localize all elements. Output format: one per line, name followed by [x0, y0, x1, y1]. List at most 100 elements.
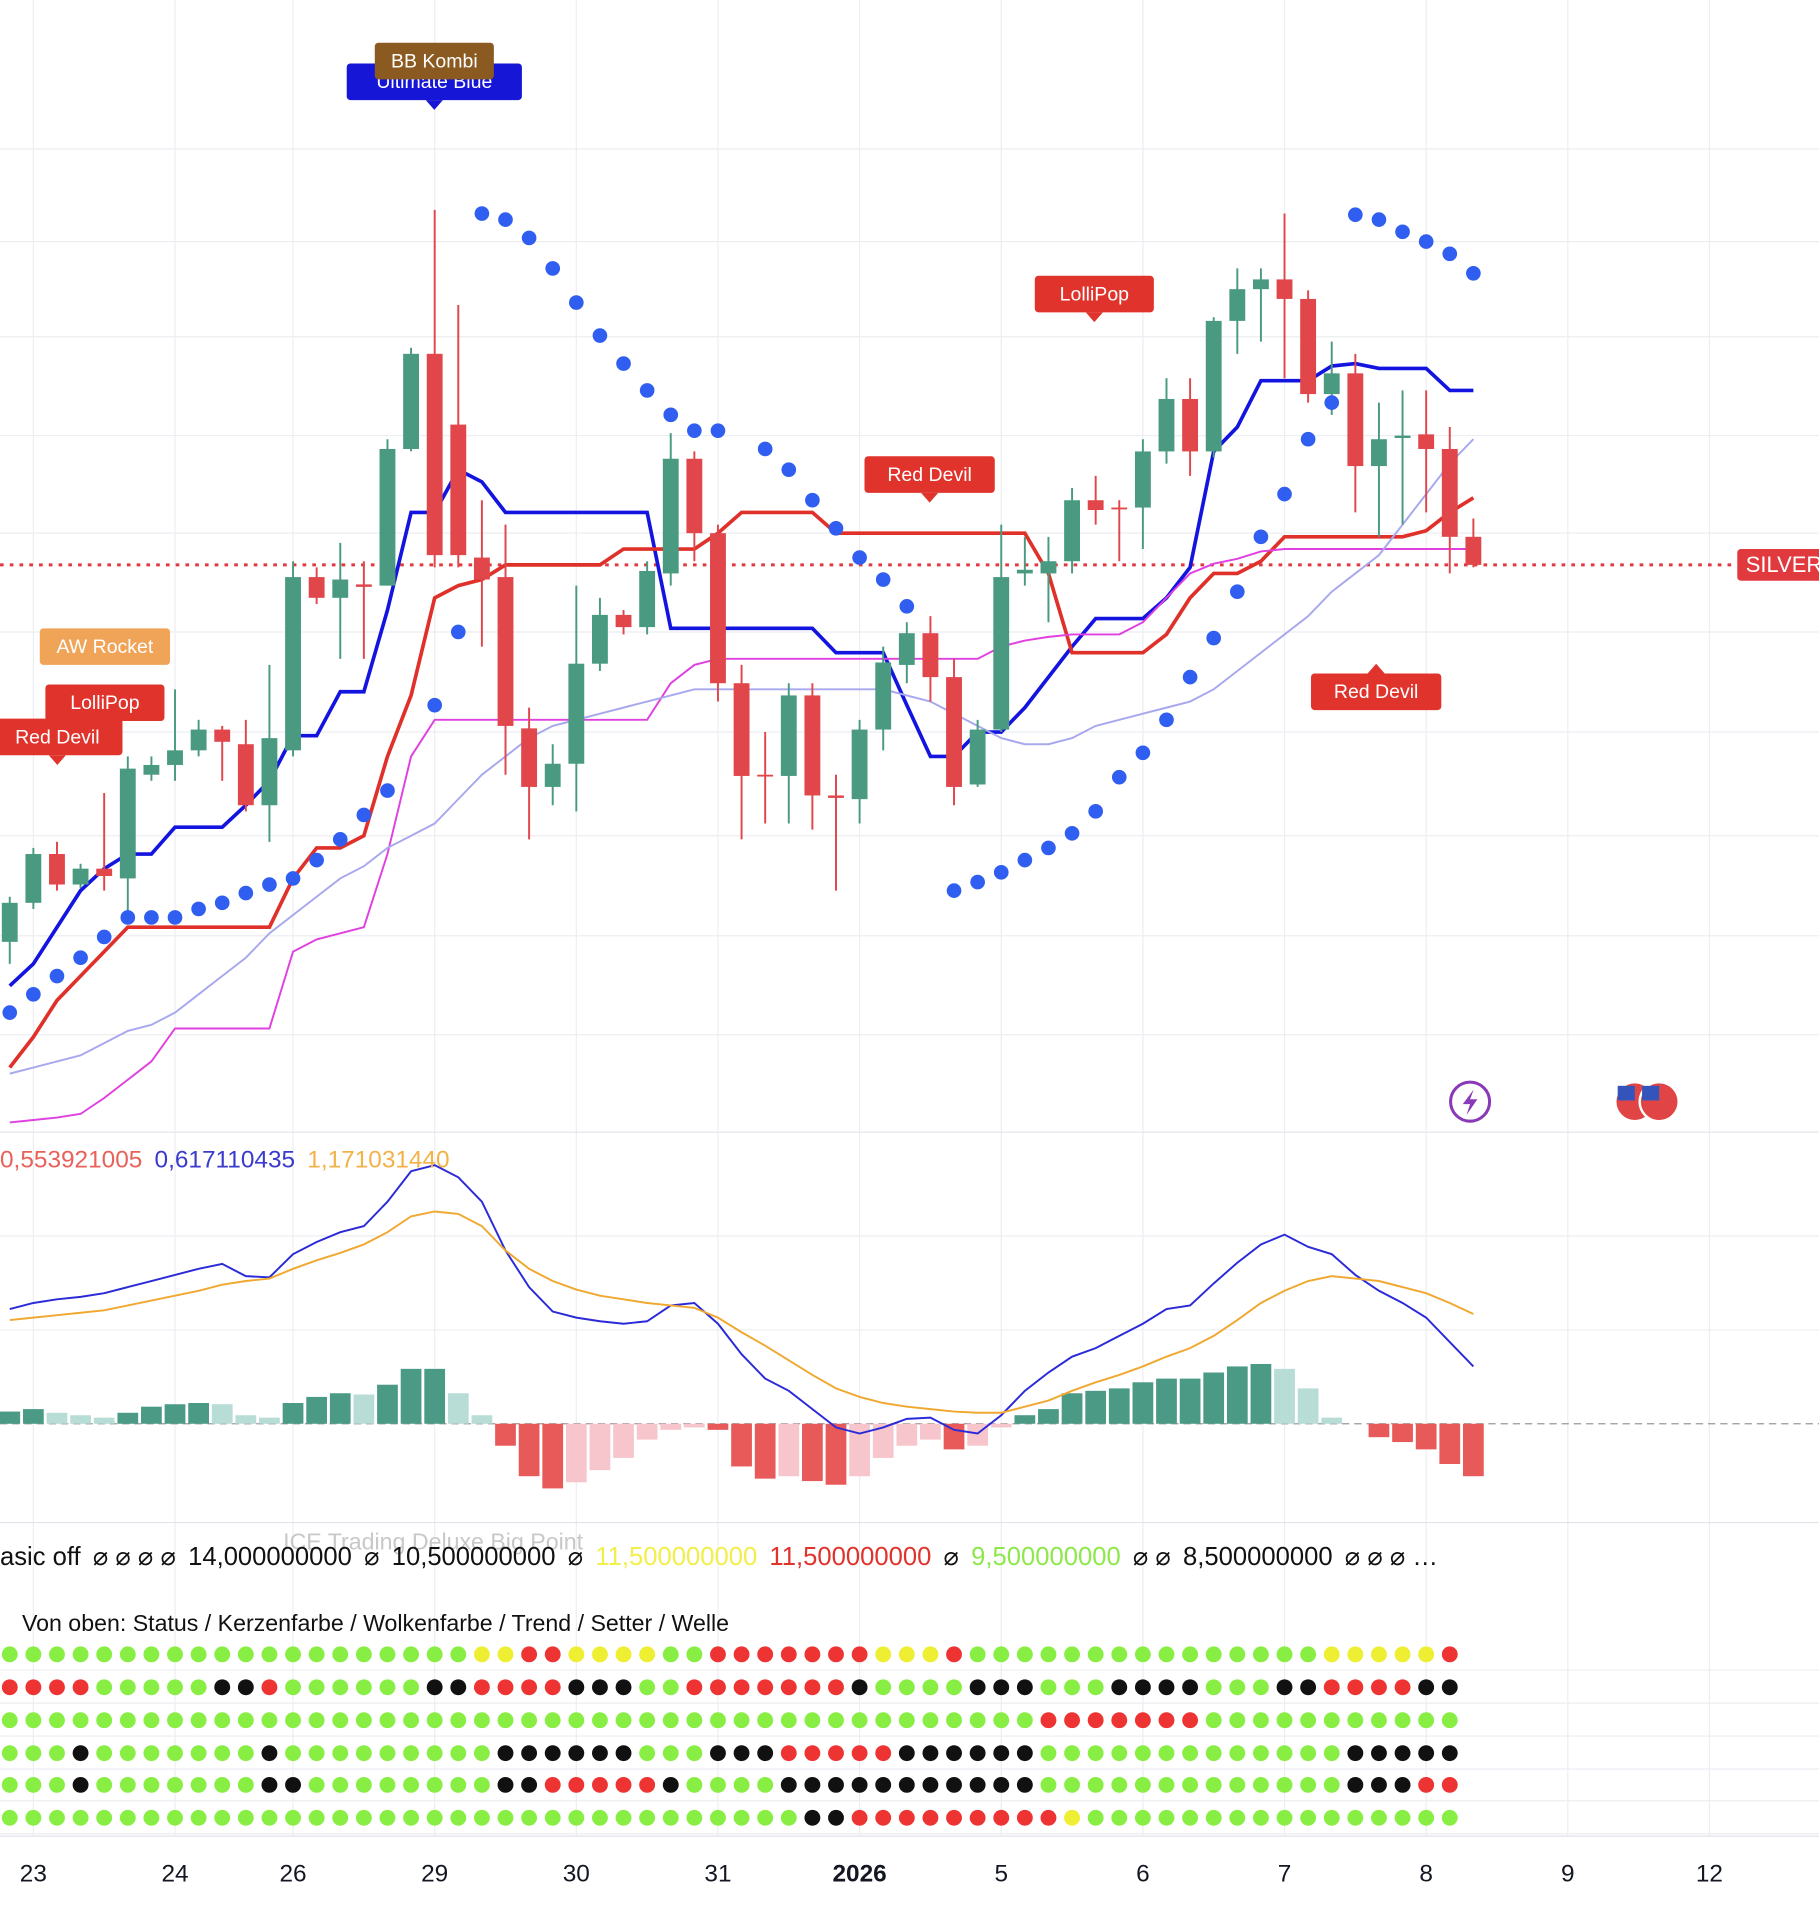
status-dot	[237, 1679, 254, 1696]
status-dot	[1252, 1646, 1269, 1663]
status-dot	[332, 1646, 349, 1663]
status-dot	[1087, 1712, 1104, 1729]
status-dot	[1040, 1745, 1057, 1762]
histogram-bar	[447, 1393, 469, 1424]
candle-body	[1182, 398, 1199, 452]
status-dot	[946, 1745, 962, 1762]
sar-dot	[970, 874, 985, 890]
status-dot	[1394, 1776, 1411, 1793]
status-dot	[568, 1646, 585, 1663]
histogram-bar	[518, 1423, 540, 1477]
status-dot	[898, 1712, 915, 1729]
status-dot	[1323, 1712, 1340, 1729]
status-dot	[190, 1809, 207, 1826]
annotation-pointer	[425, 100, 443, 110]
status-dot	[332, 1679, 349, 1696]
candle-body	[308, 577, 325, 598]
status-dot	[1016, 1646, 1033, 1663]
candle-body	[143, 764, 160, 775]
status-dot	[1229, 1776, 1246, 1793]
histogram-bar	[542, 1423, 564, 1489]
histogram-bar	[990, 1423, 1012, 1428]
status-dot	[49, 1712, 65, 1729]
status-dot	[686, 1646, 703, 1663]
status-dot	[190, 1712, 207, 1729]
status-dot	[261, 1679, 278, 1696]
status-dot	[49, 1776, 65, 1793]
annotation-box	[1034, 275, 1154, 313]
candle-body	[1394, 435, 1411, 439]
status-dot	[1134, 1745, 1151, 1762]
status-dot	[96, 1809, 113, 1826]
sar-dot	[1324, 395, 1340, 410]
status-dot	[1441, 1646, 1458, 1663]
status-dot	[450, 1776, 467, 1793]
status-dot	[119, 1679, 136, 1696]
status-dot	[1229, 1679, 1246, 1696]
candle-body	[1252, 279, 1269, 290]
status-dot	[49, 1809, 65, 1826]
status-dot	[450, 1712, 467, 1729]
status-dot	[1252, 1776, 1269, 1793]
status-dot	[1252, 1745, 1269, 1762]
status-dot	[1016, 1745, 1033, 1762]
histogram-bar	[1203, 1372, 1225, 1424]
status-dot	[780, 1809, 797, 1826]
status-dot	[96, 1776, 113, 1793]
status-dot	[237, 1745, 254, 1762]
status-dot	[1418, 1809, 1435, 1826]
indicator-title: ICE Trading Deluxe Big Point	[283, 1528, 583, 1554]
status-dot	[355, 1745, 372, 1762]
annotation-label: LolliPop	[1060, 283, 1130, 305]
status-dot	[332, 1712, 349, 1729]
candle-body	[119, 768, 136, 879]
status-dot	[757, 1679, 774, 1696]
histogram-bar	[400, 1368, 422, 1424]
annotation-box	[1310, 673, 1442, 711]
histogram-bar	[565, 1423, 587, 1483]
status-dot	[308, 1776, 325, 1793]
indicator-line	[8, 496, 1475, 1069]
candle-body	[851, 729, 868, 800]
status-dot	[167, 1776, 183, 1793]
status-item: 14,000000000	[188, 1543, 352, 1571]
sar-dot	[757, 441, 773, 457]
grid	[0, 0, 1819, 1837]
status-dot	[355, 1712, 372, 1729]
status-dot	[261, 1646, 278, 1663]
status-dot	[1252, 1712, 1269, 1729]
status-dot	[615, 1776, 632, 1793]
status-dot	[308, 1679, 325, 1696]
status-dot	[1158, 1646, 1175, 1663]
status-dot	[1134, 1712, 1151, 1729]
status-dot	[450, 1809, 467, 1826]
sar-dot	[2, 1005, 18, 1020]
histogram-bar	[660, 1423, 682, 1430]
status-dot	[969, 1646, 986, 1663]
status-dot	[1347, 1745, 1364, 1762]
status-dot	[1394, 1679, 1411, 1696]
status-dot	[1205, 1646, 1222, 1663]
annotation-label: BB Kombi	[391, 50, 478, 72]
macd-legend-value: 0,617110435	[155, 1147, 296, 1174]
histogram-bar	[1415, 1423, 1437, 1450]
annotation-box	[0, 718, 123, 756]
histogram-bar	[1061, 1393, 1083, 1424]
candle-body	[167, 750, 183, 765]
status-dot	[119, 1776, 136, 1793]
status-dot	[922, 1679, 939, 1696]
sar-dot	[521, 230, 537, 246]
x-tick-label: 8	[1419, 1861, 1433, 1888]
status-dot	[946, 1679, 962, 1696]
status-dot	[1418, 1712, 1435, 1729]
sar-dot	[1371, 212, 1387, 227]
status-dot	[285, 1679, 301, 1696]
status-dot	[993, 1776, 1010, 1793]
status-dot	[355, 1679, 372, 1696]
status-dot	[1158, 1679, 1175, 1696]
histogram-bar	[920, 1423, 941, 1440]
status-dot	[710, 1776, 726, 1793]
sar-dot	[1277, 486, 1292, 502]
status-dot	[1323, 1679, 1340, 1696]
candle-body	[1111, 507, 1128, 510]
